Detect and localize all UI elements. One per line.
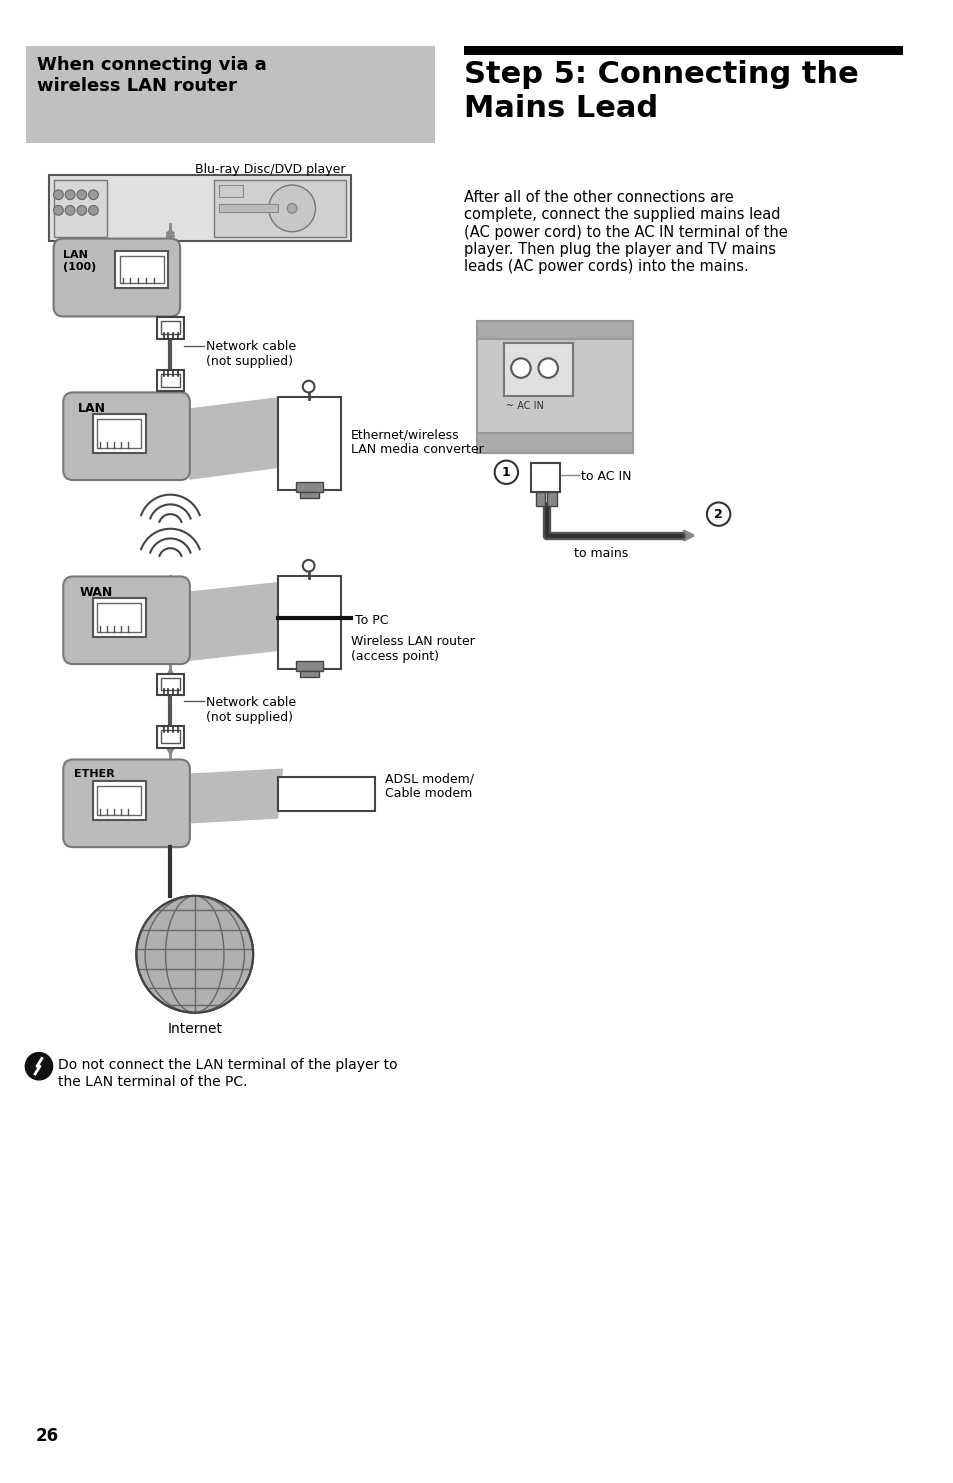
Bar [219,185,243,197]
Bar [530,463,559,492]
Circle shape [287,203,296,214]
Circle shape [302,561,314,571]
Bar [97,602,141,632]
Circle shape [26,1053,52,1080]
Circle shape [537,359,558,378]
Bar [156,317,184,340]
Text: Wireless LAN router
(access point): Wireless LAN router (access point) [350,635,474,663]
Bar [92,782,146,820]
Bar [92,414,146,452]
FancyBboxPatch shape [63,759,190,847]
Text: After all of the other connections are
complete, connect the supplied mains lead: After all of the other connections are c… [464,190,787,274]
Text: When connecting via a
wireless LAN router: When connecting via a wireless LAN route… [37,56,267,95]
Bar [547,492,557,506]
Bar [156,673,184,696]
Circle shape [269,185,315,231]
Bar [504,343,572,396]
Circle shape [77,190,87,200]
Bar [160,678,180,691]
Text: LAN: LAN [78,402,106,415]
Circle shape [77,206,87,215]
Text: 1: 1 [501,466,510,479]
FancyBboxPatch shape [53,239,180,316]
Bar [114,251,169,288]
FancyBboxPatch shape [63,577,190,664]
Circle shape [53,190,63,200]
Circle shape [302,381,314,393]
Text: to AC IN: to AC IN [580,470,631,483]
Circle shape [65,190,75,200]
Bar [160,730,180,743]
Bar [27,46,435,144]
Text: To PC: To PC [355,614,389,627]
Circle shape [53,206,63,215]
Bar [53,179,107,237]
Bar [299,670,319,676]
Bar [49,175,350,242]
Text: ~ AC IN: ~ AC IN [506,402,543,411]
Circle shape [494,461,517,483]
Text: 2: 2 [714,507,722,521]
Polygon shape [190,770,282,823]
Bar [92,598,146,636]
Bar [476,322,632,452]
Bar [97,786,141,816]
Polygon shape [190,583,282,660]
Text: Network cable
(not supplied): Network cable (not supplied) [206,340,296,368]
Circle shape [136,896,253,1013]
Bar [295,482,323,492]
Bar [476,322,632,340]
Text: WAN: WAN [80,586,113,599]
Text: ETHER: ETHER [74,770,114,779]
Bar [160,322,180,334]
Bar [299,492,319,498]
Bar [277,577,340,669]
Bar [160,374,180,387]
Circle shape [706,503,729,526]
Text: Step 5: Connecting the
Mains Lead: Step 5: Connecting the Mains Lead [464,61,859,123]
Bar [120,257,163,283]
Text: Blu-ray Disc/DVD player: Blu-ray Disc/DVD player [195,163,345,175]
Circle shape [89,190,98,200]
Bar [214,179,345,237]
Circle shape [511,359,530,378]
Bar [97,418,141,448]
Text: Network cable
(not supplied): Network cable (not supplied) [206,696,296,724]
Circle shape [89,206,98,215]
Bar [156,371,184,392]
Bar [295,661,323,670]
Text: Do not connect the LAN terminal of the player to
the LAN terminal of the PC.: Do not connect the LAN terminal of the p… [58,1059,397,1089]
Polygon shape [190,397,282,479]
FancyBboxPatch shape [63,393,190,480]
Bar [535,492,545,506]
Bar [277,397,340,489]
Text: to mains: to mains [574,547,628,561]
Text: Ethernet/wireless
LAN media converter: Ethernet/wireless LAN media converter [350,429,483,457]
Text: LAN
(100): LAN (100) [63,251,96,271]
Text: Internet: Internet [167,1022,222,1037]
Bar [219,205,277,212]
Text: ADSL modem/
Cable modem: ADSL modem/ Cable modem [384,773,473,801]
Bar [277,777,375,811]
Bar [476,433,632,452]
Bar [156,727,184,747]
Text: 26: 26 [36,1427,59,1444]
Circle shape [65,206,75,215]
Bar [464,46,902,55]
